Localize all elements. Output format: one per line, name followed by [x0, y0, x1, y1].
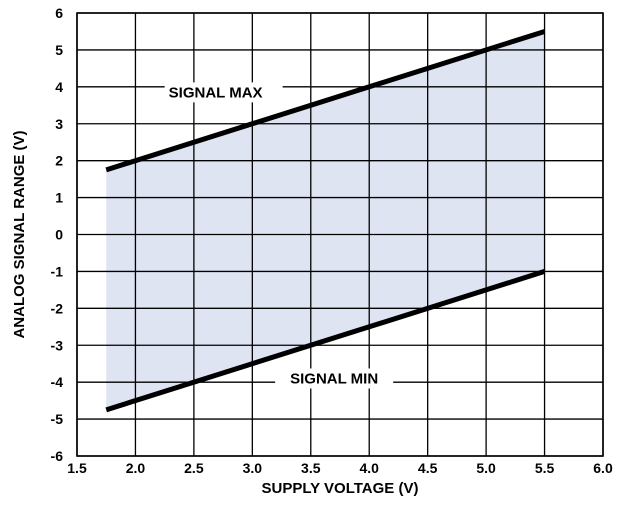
annotations: SIGNAL MAX SIGNAL MIN [164, 82, 394, 389]
y-tick-label: 1 [55, 190, 63, 206]
x-tick-label: 1.5 [67, 460, 87, 476]
x-tick-label: 6.0 [593, 460, 613, 476]
y-tick-label: -5 [51, 411, 64, 427]
bound-lines [105, 29, 546, 413]
y-tick-label: -6 [51, 448, 64, 464]
x-tick-label: 4.5 [418, 460, 438, 476]
x-tick-labels: 1.5 2.0 2.5 3.0 3.5 4.0 4.5 5.0 5.5 6.0 [67, 460, 613, 476]
y-axis-label: ANALOG SIGNAL RANGE (V) [11, 130, 28, 338]
signal-range-area [106, 31, 545, 410]
y-tick-label: 6 [55, 5, 63, 21]
x-tick-label: 3.5 [301, 460, 321, 476]
x-tick-label: 5.0 [476, 460, 496, 476]
signal-max-label: SIGNAL MAX [169, 84, 263, 101]
x-tick-label: 2.0 [126, 460, 146, 476]
y-tick-label: -2 [51, 300, 64, 316]
x-axis-label: SUPPLY VOLTAGE (V) [262, 480, 419, 497]
y-tick-label: -3 [51, 337, 64, 353]
plot-frame [76, 12, 604, 457]
signal-range-fill-layer [106, 31, 545, 410]
y-tick-label: 5 [55, 42, 63, 58]
y-tick-label: -1 [51, 263, 64, 279]
signal-max-label-background [164, 82, 283, 103]
y-tick-label: 0 [55, 227, 63, 243]
x-tick-label: 4.0 [359, 460, 379, 476]
y-tick-label: 3 [55, 116, 63, 132]
y-tick-label: 2 [55, 153, 63, 169]
x-tick-label: 5.5 [535, 460, 555, 476]
signal-max-line [105, 29, 546, 173]
signal-min-label: SIGNAL MIN [290, 370, 378, 387]
y-tick-labels: 6 5 4 3 2 1 0 -1 -2 -3 -4 -5 -6 [51, 5, 64, 464]
x-tick-label: 2.5 [184, 460, 204, 476]
y-tick-label: 4 [55, 79, 63, 95]
signal-min-line [105, 269, 546, 413]
x-tick-label: 3.0 [243, 460, 263, 476]
signal-min-label-background [275, 368, 394, 389]
y-tick-label: -4 [51, 374, 64, 390]
